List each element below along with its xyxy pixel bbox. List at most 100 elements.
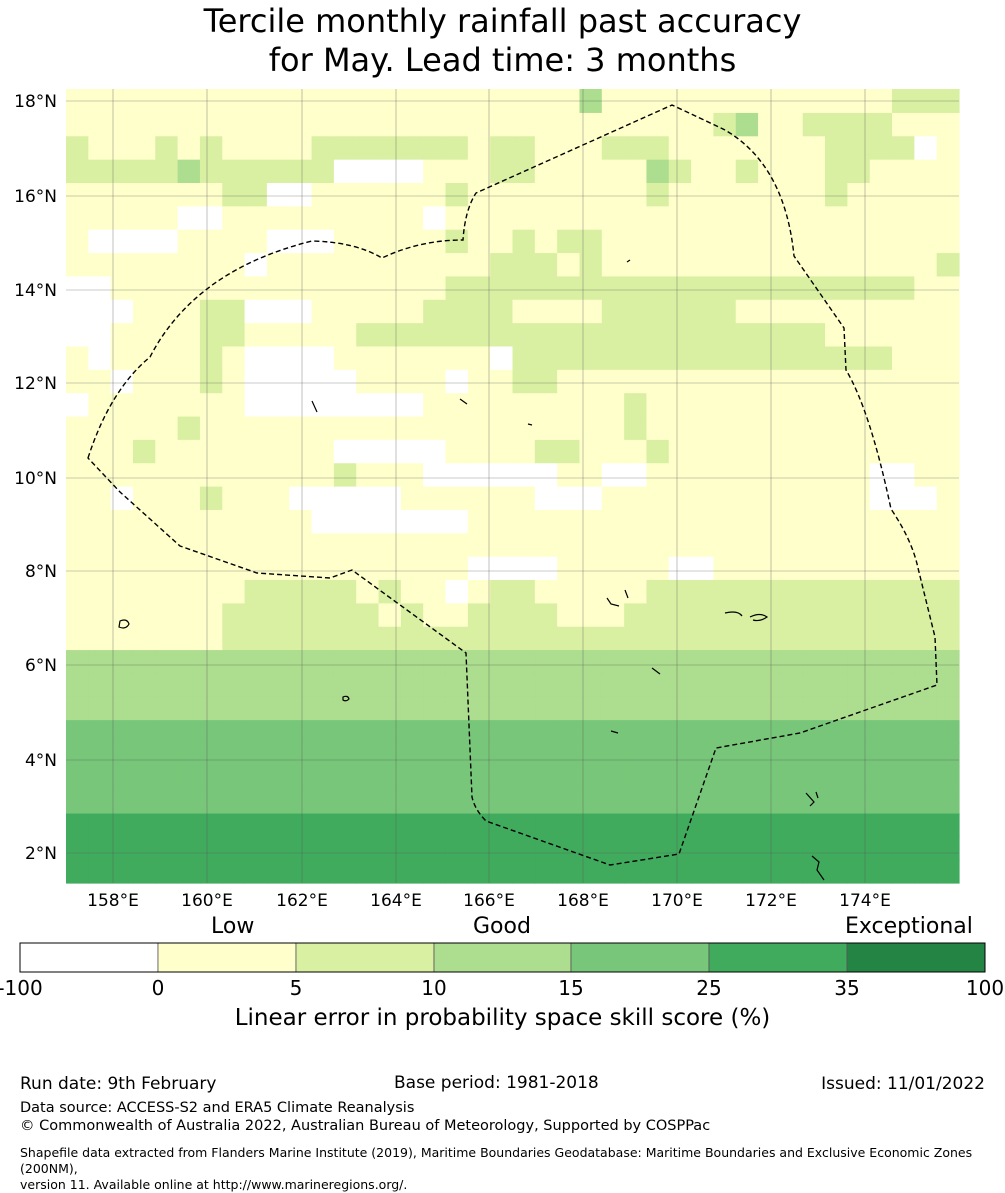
grid-cell [467,415,491,440]
grid-cell [802,112,826,137]
grid-cell [222,579,246,604]
grid-cell [624,392,648,417]
grid-cell [110,135,134,160]
grid-cell [356,392,380,417]
grid-cell [825,602,848,627]
grid-cell [780,439,804,464]
grid-cell [88,112,112,137]
grid-cell [88,159,112,184]
grid-cell [713,556,737,581]
grid-cell [869,602,893,627]
grid-cell [266,766,290,791]
grid-cell [266,275,290,300]
grid-cell [311,415,335,440]
grid-cell [356,252,380,277]
grid-cell [780,252,804,277]
grid-cell [668,252,692,277]
grid-cell [378,626,402,651]
grid-cell [668,836,692,861]
grid-cell [557,696,581,721]
grid-cell [356,299,380,324]
grid-cell [289,742,313,767]
grid-cell [624,159,648,184]
grid-cell [311,789,335,814]
grid-cell [869,159,893,184]
grid-cell [155,859,179,884]
grid-cell [780,486,804,510]
grid-cell [289,205,313,230]
grid-cell [892,812,915,837]
grid-cell [423,789,447,814]
grid-cell [155,322,179,347]
grid-cell [467,789,491,814]
grid-cell [66,836,89,861]
grid-cell [802,415,826,440]
grid-cell [847,299,871,324]
island-outline [724,611,769,622]
grid-cell [110,486,134,510]
grid-cell [311,486,335,510]
grid-cell [691,579,715,604]
grid-cell [222,182,246,207]
grid-cell [579,415,603,440]
grid-cell [333,392,357,417]
run-date: Run date: 9th February [20,1074,217,1094]
grid-cell [557,369,581,394]
grid-cell [378,532,402,557]
grid-cell [244,415,268,440]
grid-cell [869,626,893,651]
grid-cell [490,812,514,837]
grid-cell [735,112,759,137]
grid-cell [534,672,558,697]
grid-cell [400,322,424,347]
grid-cell [222,789,246,814]
grid-cell [735,649,759,674]
grid-cell [825,649,848,674]
lon-tick-label: 172°E [745,891,797,911]
grid-cell [624,602,648,627]
colorbar-swatch [433,942,572,973]
grid-cell [490,579,514,604]
grid-cell [311,649,335,674]
grid-cell [691,322,715,347]
grid-cell [691,696,715,721]
grid-cell [244,205,268,230]
grid-cell [289,602,313,627]
grid-cell [534,159,558,184]
grid-cell [333,322,357,347]
grid-cell [445,579,469,604]
grid-cell [289,345,313,370]
grid-cell [311,672,335,697]
grid-cell [266,322,290,347]
grid-cell [423,626,447,651]
grid-cell [579,602,603,627]
grid-cell [199,672,223,697]
grid-cell [512,742,536,767]
grid-cell [199,789,223,814]
grid-cell [713,836,737,861]
grid-cell [512,205,536,230]
grid-cell [534,579,558,604]
grid-cell [557,742,581,767]
grid-cell [512,322,536,347]
grid-cell [825,696,848,721]
grid-cell [490,719,514,744]
grid-cell [825,369,848,394]
grid-cell [914,275,938,300]
grid-cell [333,532,357,557]
grid-cell [244,672,268,697]
grid-cell [758,159,781,184]
shapefile-credit: Shapefile data extracted from Flanders M… [20,1145,1005,1193]
grid-cell [735,509,759,534]
grid-cell [601,299,625,324]
grid-cell [155,345,179,370]
grid-cell [311,322,335,347]
grid-cell [758,859,781,884]
grid-cell [512,462,536,487]
grid-cell [936,462,960,487]
grid-cell [333,205,357,230]
grid-cell [289,322,313,347]
grid-cell [88,392,112,417]
grid-cell [177,789,201,814]
grid-cell [400,275,424,300]
